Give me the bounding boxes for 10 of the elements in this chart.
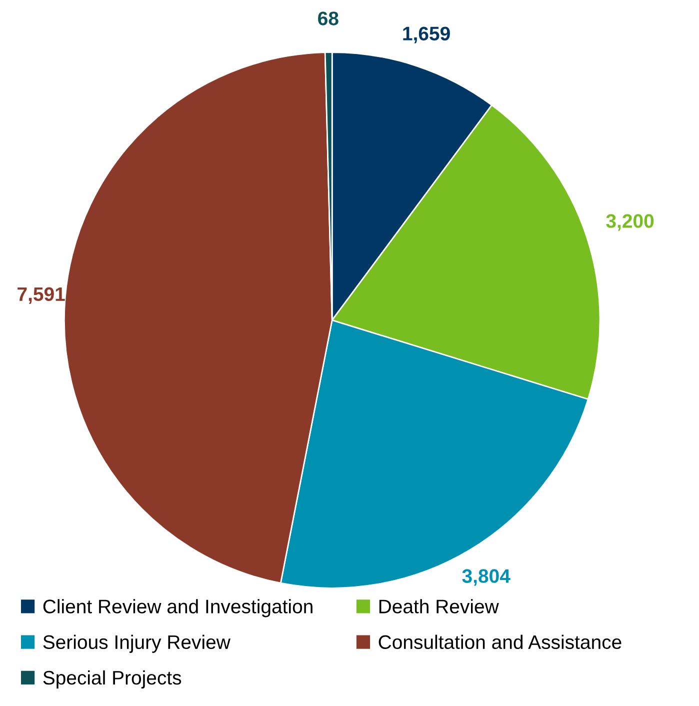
- data-label: 1,659: [403, 26, 450, 44]
- legend-label: Client Review and Investigation: [43, 599, 312, 618]
- legend-label: Death Review: [379, 599, 499, 614]
- legend-label: Special Projects: [43, 670, 182, 688]
- data-label: 68: [318, 12, 338, 26]
- legend-label: Consultation and Assistance: [378, 634, 622, 650]
- data-label: 3,804: [462, 569, 510, 586]
- data-label: 7,591: [18, 287, 65, 304]
- legend-label: Serious Injury Review: [43, 634, 230, 653]
- data-label: 3,200: [606, 214, 654, 231]
